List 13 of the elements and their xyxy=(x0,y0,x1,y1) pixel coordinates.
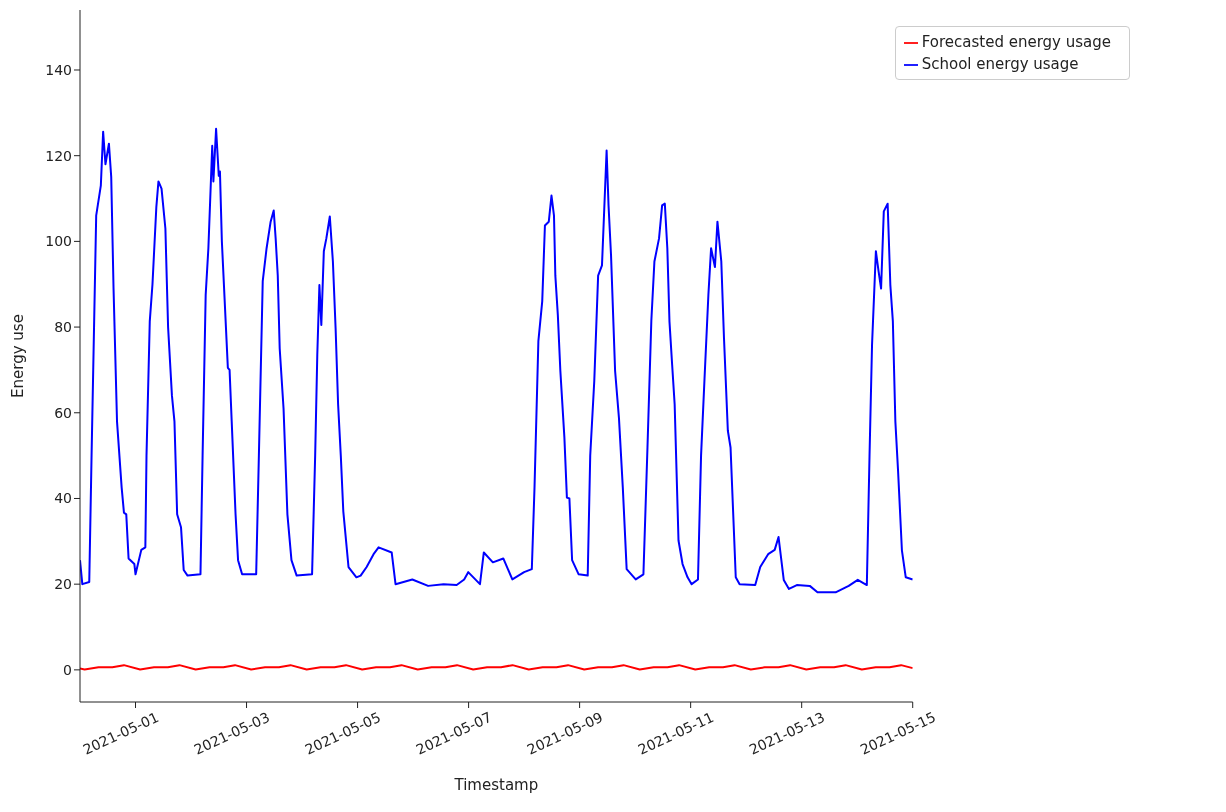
y-tick-label: 20 xyxy=(54,576,72,593)
y-tick-label: 100 xyxy=(45,233,72,250)
y-tick-label: 120 xyxy=(45,147,72,164)
legend-label: School energy usage xyxy=(921,55,1079,73)
line-series xyxy=(80,127,913,594)
y-tick-label: 80 xyxy=(54,319,72,336)
y-tick-label: 60 xyxy=(54,404,72,421)
y-tick-label: 40 xyxy=(54,490,72,507)
legend-label: Forecasted energy usage xyxy=(921,33,1111,51)
y-axis-title: Energy use xyxy=(9,314,28,398)
y-tick-label: 140 xyxy=(45,61,72,78)
y-tick-label: 0 xyxy=(63,661,72,678)
x-axis-title: Timestamp xyxy=(453,776,539,794)
